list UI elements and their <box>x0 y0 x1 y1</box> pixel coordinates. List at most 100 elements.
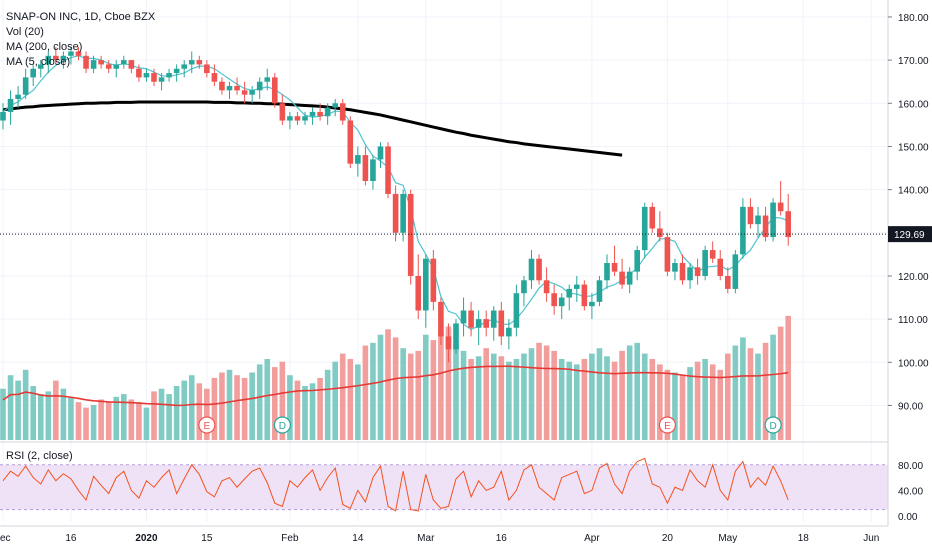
volume-bar <box>657 364 663 440</box>
volume-bar <box>460 350 467 440</box>
event-marker[interactable]: D <box>273 416 291 434</box>
candle-body <box>589 301 595 307</box>
candle <box>45 51 52 74</box>
candle <box>445 323 452 363</box>
volume-bar <box>60 388 67 440</box>
candle <box>173 64 180 82</box>
time-tick-label: 16 <box>65 533 77 544</box>
volume-bar <box>279 361 286 440</box>
candle-body <box>181 64 187 69</box>
time-tick-label: 16 <box>496 533 508 544</box>
event-marker[interactable]: D <box>764 416 782 434</box>
volume-bar <box>506 361 512 440</box>
candle <box>513 284 520 337</box>
volume-bar <box>430 340 437 440</box>
event-marker[interactable]: E <box>658 416 677 434</box>
volume-bar <box>664 369 671 440</box>
candle-body <box>619 271 625 285</box>
volume-bar <box>777 326 784 440</box>
candle-body <box>596 280 603 302</box>
volume-bar <box>226 369 233 440</box>
event-label: E <box>664 421 671 432</box>
volume-bar <box>143 407 150 440</box>
candle-body <box>302 116 308 121</box>
volume-bar <box>377 334 384 440</box>
volume-bar <box>264 359 271 440</box>
candle-body <box>347 120 354 164</box>
time-tick-label: Feb <box>281 533 299 544</box>
volume-bar <box>0 388 6 440</box>
volume-bar <box>249 372 255 440</box>
candle <box>596 275 603 307</box>
candle <box>536 254 542 285</box>
candle-body <box>37 64 44 69</box>
rsi-path <box>2 457 789 512</box>
candle <box>264 68 271 91</box>
candle-body <box>256 81 263 91</box>
price-axis: 180.00170.00160.00150.00140.00130.00120.… <box>887 0 932 526</box>
last-price-label: 129.69 <box>888 226 932 243</box>
event-marker[interactable]: E <box>198 416 216 434</box>
candle-body <box>604 263 610 281</box>
candle <box>725 267 731 294</box>
candle-body <box>264 77 271 82</box>
volume-bar <box>181 380 187 440</box>
candle <box>755 206 761 238</box>
candle-body <box>75 51 82 56</box>
volume-bar <box>158 388 165 440</box>
volume-bar <box>747 348 754 440</box>
volume-bar <box>709 364 716 440</box>
volume-bar <box>762 342 769 440</box>
candle-body <box>332 103 338 108</box>
candle-body <box>438 301 444 337</box>
candle <box>566 284 573 311</box>
volume-bar <box>558 359 565 440</box>
candle <box>468 301 474 337</box>
volume-bar <box>151 391 157 440</box>
legend-ma5: MA (5, close) <box>6 56 70 68</box>
candle <box>475 310 482 346</box>
volume-bar <box>543 345 550 440</box>
volume-bar <box>90 404 97 440</box>
volume-bar <box>98 399 104 440</box>
volume-bar <box>574 364 580 440</box>
volume-bar <box>75 402 82 440</box>
volume-bar <box>528 348 535 440</box>
volume-bar <box>339 353 346 440</box>
volume-bar <box>717 369 724 440</box>
candle-body <box>551 293 557 307</box>
candle-body <box>430 258 437 302</box>
volume-bar <box>272 367 278 440</box>
candle <box>219 77 225 95</box>
candle-body <box>558 297 565 307</box>
volume-bar <box>113 396 120 440</box>
candle <box>649 202 656 233</box>
price-tick-label: 160.00 <box>898 99 929 110</box>
volume-bar <box>475 356 482 440</box>
volume-bar <box>702 359 708 440</box>
candle-body <box>370 159 376 181</box>
candle-body <box>188 60 195 65</box>
candle <box>385 142 391 199</box>
candle-body <box>740 206 746 255</box>
volume-bar <box>7 375 14 440</box>
candle <box>407 189 414 285</box>
candle-body <box>143 73 150 78</box>
price-tick-label: 180.00 <box>898 13 929 24</box>
volume-bar <box>755 353 761 440</box>
candle-body <box>747 206 754 225</box>
volume-bar <box>204 388 210 440</box>
candle-body <box>83 55 89 69</box>
volume-bar <box>596 348 603 440</box>
legend-ma200: MA (200, close) <box>6 41 82 53</box>
volume-bar <box>22 369 29 440</box>
candle-body <box>90 60 97 69</box>
price-tick-label: 140.00 <box>898 186 929 197</box>
volume-bar <box>634 342 640 440</box>
price-tick-label: 120.00 <box>898 272 929 283</box>
candle <box>302 111 308 125</box>
time-tick-label: May <box>718 533 737 544</box>
candle <box>113 60 120 78</box>
candle-body <box>287 116 293 121</box>
